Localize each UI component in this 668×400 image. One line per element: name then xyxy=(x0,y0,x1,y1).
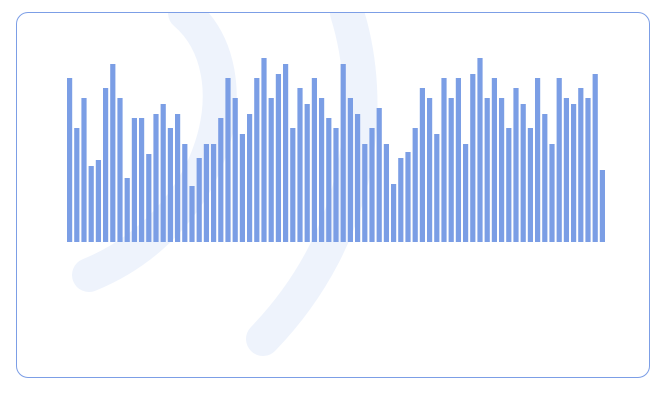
chart-bar xyxy=(139,118,145,242)
chart-bar xyxy=(520,104,526,242)
chart-bar xyxy=(189,186,195,242)
chart-bar xyxy=(455,78,461,242)
chart-bar xyxy=(146,154,152,242)
chart-bar xyxy=(275,74,281,242)
chart-bar xyxy=(592,74,598,242)
chart-bar xyxy=(535,78,541,242)
chart-bar xyxy=(81,98,87,242)
chart-bar xyxy=(434,134,440,242)
chart-bar xyxy=(326,118,332,242)
chart-bar xyxy=(506,128,512,242)
chart-bar xyxy=(427,98,433,242)
chart-bar xyxy=(218,118,224,242)
chart-bar xyxy=(239,134,245,242)
chart-bar xyxy=(117,98,123,242)
chart-bar xyxy=(340,64,346,242)
chart-bar xyxy=(196,158,202,242)
chart-bar xyxy=(67,78,73,242)
chart-bar xyxy=(527,128,533,242)
chart-bar xyxy=(95,160,101,242)
chart-bar xyxy=(333,128,339,242)
chart-bar xyxy=(513,88,519,242)
chart-bar xyxy=(304,104,310,242)
chart-bar xyxy=(355,114,361,242)
chart-bar xyxy=(549,144,555,242)
chart-bar xyxy=(491,78,497,242)
chart-bar xyxy=(369,128,375,242)
chart-card xyxy=(16,12,650,378)
chart-bar xyxy=(124,178,130,242)
chart-bar xyxy=(585,98,591,242)
chart-bar xyxy=(261,58,267,242)
chart-bar xyxy=(297,88,303,242)
chart-bar xyxy=(362,144,368,242)
chart-bar xyxy=(247,114,253,242)
chart-bar xyxy=(175,114,181,242)
chart-bar xyxy=(477,58,483,242)
chart-bar xyxy=(103,88,109,242)
chart-bar xyxy=(110,64,116,242)
chart-bar xyxy=(412,128,418,242)
chart-bar xyxy=(398,158,404,242)
chart-bar xyxy=(383,144,389,242)
chart-bar xyxy=(484,98,490,242)
chart-bar xyxy=(571,104,577,242)
chart-bar xyxy=(283,64,289,242)
chart-bar xyxy=(74,128,80,242)
chart-bar xyxy=(268,98,274,242)
chart-bar xyxy=(211,144,217,242)
chart-bar xyxy=(131,118,137,242)
chart-bar xyxy=(499,98,505,242)
chart-bar xyxy=(254,78,260,242)
chart-bar xyxy=(391,184,397,242)
chart-bar xyxy=(232,98,238,242)
bar-chart xyxy=(67,58,605,242)
chart-bar xyxy=(311,78,317,242)
chart-bar xyxy=(563,98,569,242)
chart-bar xyxy=(225,78,231,242)
chart-bar xyxy=(376,108,382,242)
chart-bar xyxy=(347,98,353,242)
chart-bar xyxy=(419,88,425,242)
chart-bar xyxy=(578,88,584,242)
chart-bar xyxy=(167,128,173,242)
chart-bar xyxy=(405,152,411,242)
chart-bar xyxy=(290,128,296,242)
chart-bar xyxy=(319,98,325,242)
chart-bar xyxy=(153,114,159,242)
chart-bar xyxy=(599,170,605,242)
chart-bar xyxy=(88,166,94,242)
chart-bar xyxy=(542,114,548,242)
chart-bar xyxy=(182,144,188,242)
chart-bar xyxy=(441,78,447,242)
chart-bar xyxy=(203,144,209,242)
chart-bar xyxy=(448,98,454,242)
chart-bar xyxy=(160,104,166,242)
chart-bar xyxy=(470,74,476,242)
chart-bar xyxy=(463,144,469,242)
chart-bar xyxy=(556,78,562,242)
